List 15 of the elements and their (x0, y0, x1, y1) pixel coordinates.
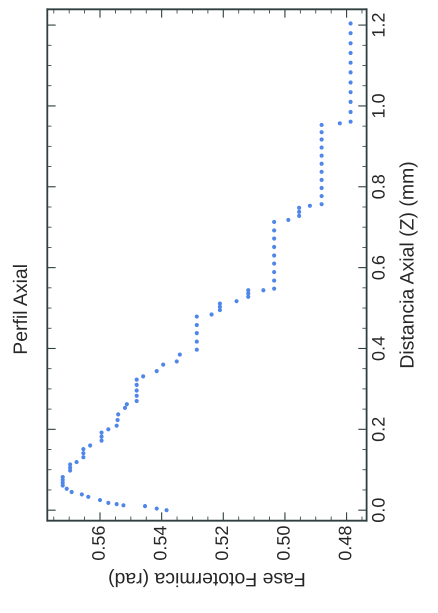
y-tick-label: 1.2 (372, 13, 385, 36)
x-tick-label: 0.50 (276, 526, 290, 560)
x-tick-label: 0.52 (215, 526, 228, 560)
y-tick-label: 0.4 (372, 336, 385, 360)
x-tick-label: 0.48 (338, 526, 352, 560)
y-tick-label: 0.8 (372, 175, 385, 199)
y-tick-label: 1.0 (372, 94, 385, 118)
x-axis-title: Fase Fototermica (rad) (109, 569, 304, 588)
y-tick-label: 0.0 (372, 498, 385, 522)
y-tick-label: 0.2 (372, 418, 385, 442)
x-tick-label: 0.56 (92, 526, 105, 560)
x-tick-label: 0.54 (154, 526, 166, 560)
y-axis-title: Distancia Axial (Z) (mm) (399, 162, 418, 368)
y-tick-label: 0.6 (372, 256, 385, 280)
text: Perfil Axial (12, 265, 28, 354)
